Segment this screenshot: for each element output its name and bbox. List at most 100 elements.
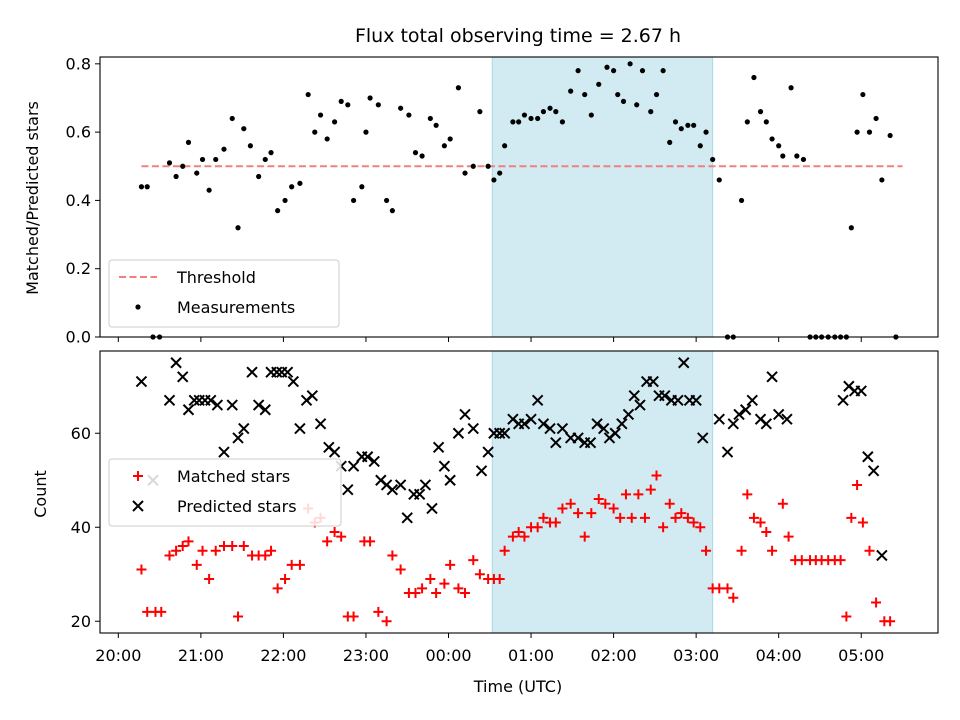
x-tick-label: 22:00 bbox=[260, 646, 306, 665]
measurements-point bbox=[848, 225, 854, 231]
predicted-stars-point bbox=[271, 366, 283, 378]
matched-stars-point bbox=[519, 531, 530, 542]
matched-stars-point bbox=[885, 616, 896, 627]
matched-stars-point bbox=[191, 559, 202, 570]
measurements-point bbox=[398, 105, 404, 111]
predicted-stars-point bbox=[386, 483, 399, 496]
measurements-point bbox=[757, 109, 764, 115]
predicted-stars-point bbox=[525, 413, 537, 425]
matched-stars-point bbox=[864, 545, 875, 556]
matched-stars-point bbox=[183, 536, 194, 547]
measurements-point bbox=[375, 102, 381, 108]
matched-stars-point bbox=[586, 508, 597, 519]
measurements-point bbox=[247, 143, 253, 149]
predicted-stars-point bbox=[419, 479, 432, 491]
predicted-stars-point bbox=[467, 422, 479, 435]
predicted-stars-point bbox=[697, 432, 709, 444]
predicted-stars-point bbox=[537, 418, 550, 430]
measurements-point bbox=[521, 112, 528, 118]
x-tick-label: 01:00 bbox=[508, 646, 554, 665]
measurements-point bbox=[194, 170, 200, 176]
legend-label: Threshold bbox=[176, 268, 256, 287]
predicted-stars-point bbox=[218, 446, 230, 458]
measurements-point bbox=[185, 139, 192, 145]
predicted-stars-point bbox=[163, 394, 176, 407]
x-tick-label: 00:00 bbox=[425, 646, 471, 665]
measurements-point bbox=[199, 156, 206, 163]
x-axis-label: Time (UTC) bbox=[473, 677, 562, 696]
predicted-stars-point bbox=[772, 408, 785, 421]
matched-stars-point bbox=[156, 606, 167, 617]
measurements-point bbox=[367, 95, 373, 101]
measurements-point bbox=[166, 160, 173, 166]
measurements-point bbox=[427, 115, 433, 122]
predicted-stars-point bbox=[659, 389, 671, 402]
matched-stars-point bbox=[748, 512, 759, 523]
matched-stars-point bbox=[777, 498, 788, 509]
measurements-point bbox=[262, 156, 268, 163]
measurements-point bbox=[710, 156, 716, 163]
predicted-stars-point bbox=[678, 357, 690, 369]
matched-stars-point bbox=[550, 517, 561, 528]
predicted-stars-point bbox=[672, 394, 684, 407]
measurements-point bbox=[275, 208, 281, 214]
matched-stars-point bbox=[365, 536, 376, 547]
measurements-point bbox=[610, 68, 617, 74]
measurements-point bbox=[206, 187, 212, 193]
predicted-stars-point bbox=[361, 451, 374, 463]
predicted-stars-point bbox=[426, 502, 438, 515]
matched-stars-point bbox=[728, 592, 739, 603]
predicted-stars-point bbox=[438, 460, 451, 472]
matched-stars-point bbox=[871, 597, 882, 608]
predicted-stars-point bbox=[531, 394, 544, 407]
matched-stars-point bbox=[468, 555, 479, 566]
predicted-stars-point bbox=[177, 371, 189, 383]
measurements-point bbox=[241, 126, 247, 132]
measurements-point bbox=[297, 180, 303, 186]
predicted-stars-point bbox=[628, 389, 640, 402]
measurements-point bbox=[854, 129, 860, 135]
matched-stars-point bbox=[474, 569, 485, 580]
predicted-stars-point bbox=[287, 375, 300, 388]
matched-stars-point bbox=[177, 541, 188, 552]
predicted-stars-point bbox=[475, 465, 488, 477]
predicted-stars-point bbox=[867, 465, 880, 477]
predicted-stars-point bbox=[616, 418, 628, 430]
predicted-stars-point bbox=[760, 418, 773, 430]
matched-stars-point bbox=[676, 508, 687, 519]
matched-stars-point bbox=[573, 508, 584, 519]
measurements-point bbox=[788, 85, 794, 91]
chart-title: Flux total observing time = 2.67 h bbox=[355, 25, 681, 47]
predicted-stars-point bbox=[252, 399, 265, 411]
matched-stars-point bbox=[695, 522, 706, 533]
measurements-point bbox=[794, 153, 800, 159]
measurements-point bbox=[180, 163, 186, 169]
measurements-point bbox=[660, 68, 666, 74]
predicted-stars-point bbox=[609, 427, 621, 439]
matched-stars-point bbox=[227, 541, 238, 552]
predicted-stars-point bbox=[739, 404, 752, 416]
matched-stars-point bbox=[664, 498, 675, 509]
predicted-stars-point bbox=[766, 371, 778, 383]
predicted-stars-point bbox=[135, 375, 148, 388]
measurements-point bbox=[256, 173, 262, 180]
measurements-point bbox=[596, 81, 602, 87]
predicted-stars-point bbox=[572, 432, 584, 444]
measurements-point bbox=[338, 98, 344, 104]
matched-stars-point bbox=[387, 550, 398, 561]
measurements-point bbox=[879, 177, 885, 183]
count-panel: 20 40 60 20:00 21:00 22:00 23:00 00:00 01:00 02:0… bbox=[71, 350, 939, 665]
predicted-stars-point bbox=[584, 436, 597, 449]
predicted-stars-point bbox=[232, 432, 244, 444]
x-tick-label: 02:00 bbox=[591, 646, 637, 665]
x-tick-label: 03:00 bbox=[673, 646, 719, 665]
y-tick-label: 0.6 bbox=[66, 123, 91, 142]
matched-stars-point bbox=[266, 545, 277, 556]
measurements-point bbox=[485, 163, 491, 169]
measurements-point bbox=[744, 119, 750, 125]
x-tick-label: 20:00 bbox=[95, 646, 141, 665]
matched-stars-point bbox=[783, 531, 794, 542]
predicted-stars-point bbox=[550, 436, 562, 449]
y-tick-label: 40 bbox=[71, 518, 91, 537]
measurements-point bbox=[634, 102, 640, 108]
